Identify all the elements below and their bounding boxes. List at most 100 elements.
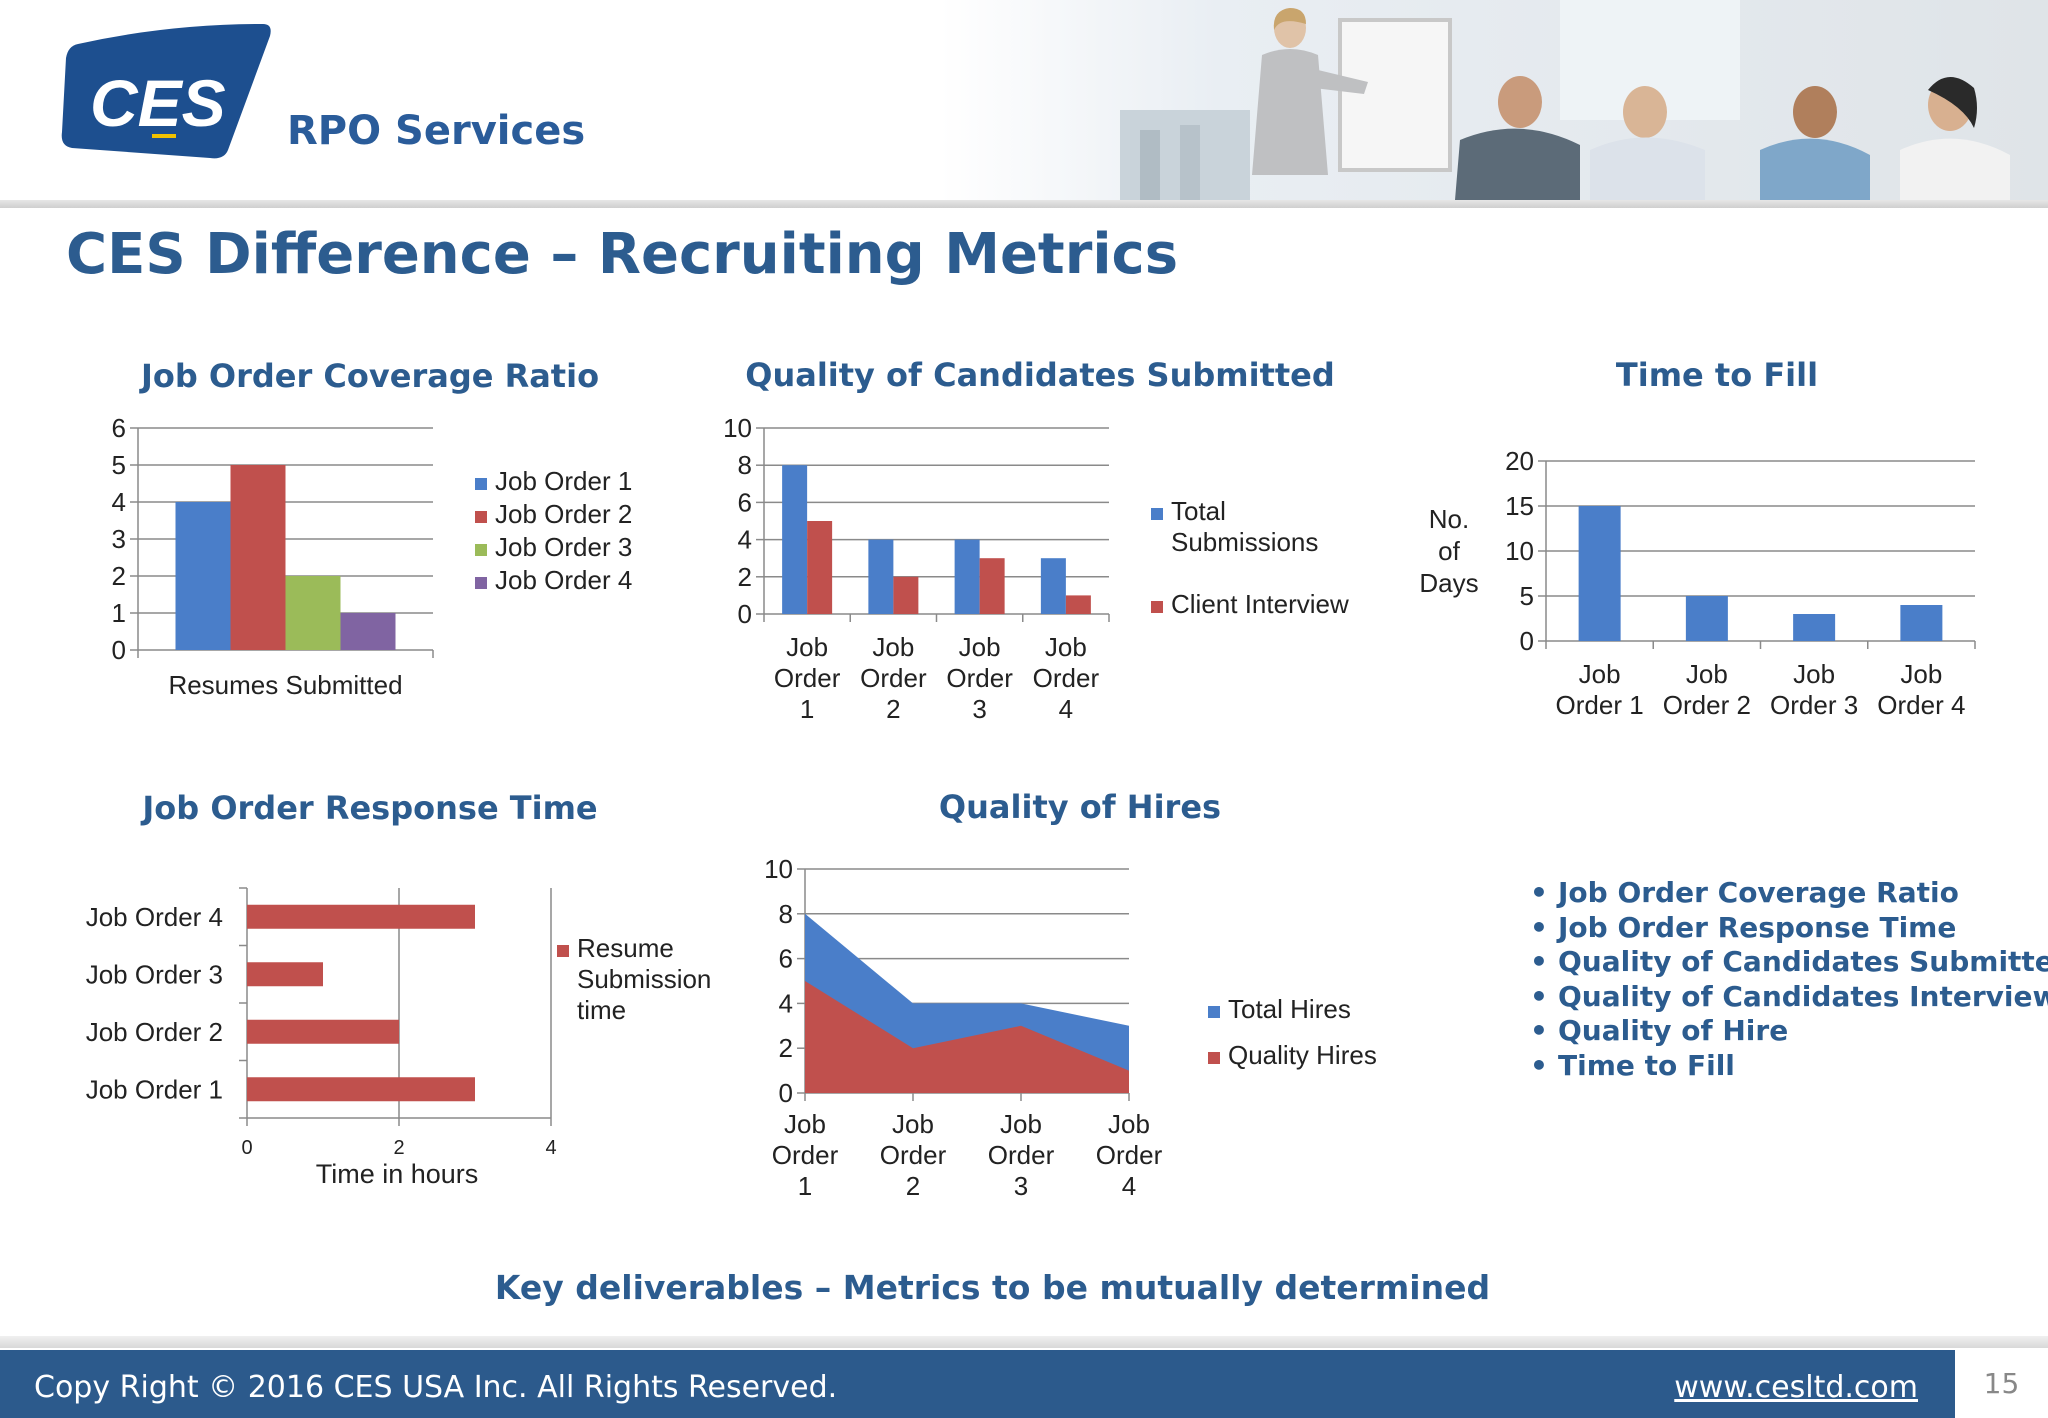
y-tick-label: 4 — [112, 487, 126, 517]
y-axis-label: of — [1438, 536, 1460, 566]
y-tick-label: 4 — [738, 525, 752, 555]
chart-title-quality-hires: Quality of Hires — [938, 788, 1222, 826]
bar — [1685, 596, 1728, 641]
page-number: 15 — [1955, 1350, 2048, 1418]
y-axis-label: Days — [1419, 568, 1478, 598]
bar — [868, 539, 894, 614]
legend-swatch — [1208, 1052, 1220, 1064]
x-tick-label: Job — [1793, 659, 1835, 689]
bullet-item: Time to Fill — [1530, 1049, 2048, 1084]
bar — [247, 962, 323, 987]
y-tick-label: 0 — [779, 1078, 793, 1108]
logo-text: CES — [90, 66, 226, 140]
x-tick-label: Order — [946, 663, 1013, 693]
y-axis-label: No. — [1429, 504, 1469, 534]
x-tick-label: 2 — [393, 1137, 404, 1159]
x-tick-label: 4 — [1059, 694, 1073, 724]
bar — [1065, 595, 1091, 614]
x-tick-label: Job — [872, 632, 914, 662]
y-tick-label: 5 — [1520, 581, 1534, 611]
legend-label: Submissions — [1171, 527, 1318, 557]
website-link[interactable]: www.cesltd.com — [1674, 1370, 1918, 1405]
bar — [782, 465, 808, 614]
y-tick-label: 10 — [723, 413, 752, 443]
bullet-item: Quality of Hire — [1530, 1014, 2048, 1049]
bar — [175, 502, 231, 650]
metrics-bullet-list: Job Order Coverage Ratio Job Order Respo… — [1530, 876, 2048, 1083]
x-tick-label: Job — [892, 1109, 934, 1139]
x-tick-label: Order — [1033, 663, 1100, 693]
chart-title-response-time: Job Order Response Time — [142, 789, 598, 827]
y-tick-label: Job Order 2 — [86, 1017, 223, 1047]
legend-label: Job Order 2 — [495, 499, 632, 529]
bar — [1900, 605, 1943, 641]
x-tick-label: 4 — [1122, 1171, 1136, 1201]
x-tick-label: 2 — [886, 694, 900, 724]
x-tick-label: Order — [1096, 1140, 1163, 1170]
bullet-item: Job Order Response Time — [1530, 911, 2048, 946]
legend-label: Job Order 3 — [495, 532, 632, 562]
bar — [1793, 614, 1836, 641]
legend-swatch — [475, 511, 487, 523]
x-tick-label: Job — [1579, 659, 1621, 689]
y-tick-label: 6 — [738, 487, 752, 517]
y-tick-label: Job Order 3 — [86, 959, 223, 989]
bar — [893, 576, 919, 614]
header-divider — [0, 200, 2048, 208]
legend-label: time — [577, 995, 626, 1025]
y-tick-label: 2 — [738, 562, 752, 592]
bar — [979, 558, 1005, 614]
x-tick-label: Job — [784, 1109, 826, 1139]
x-tick-label: Order 4 — [1877, 690, 1965, 720]
y-tick-label: 3 — [112, 524, 126, 554]
x-tick-label: 3 — [1014, 1171, 1028, 1201]
bullet-item: Job Order Coverage Ratio — [1530, 876, 2048, 911]
x-tick-label: 4 — [545, 1137, 556, 1159]
bar — [247, 904, 475, 929]
x-tick-label: Order 3 — [1770, 690, 1858, 720]
copyright-text: Copy Right © 2016 CES USA Inc. All Right… — [34, 1370, 838, 1405]
x-tick-label: 3 — [972, 694, 986, 724]
x-tick-label: Job — [1900, 659, 1942, 689]
footer-bar — [0, 1350, 1955, 1418]
y-tick-label: 20 — [1505, 446, 1534, 476]
legend-label: Total — [1171, 496, 1226, 526]
x-tick-label: Job — [959, 632, 1001, 662]
legend-label: Total Hires — [1228, 994, 1351, 1024]
bar — [285, 576, 341, 650]
y-tick-label: 10 — [764, 854, 793, 884]
page-title: CES Difference – Recruiting Metrics — [66, 222, 1179, 287]
x-tick-label: Job — [1686, 659, 1728, 689]
bar — [340, 613, 396, 650]
legend-label: Submission — [577, 964, 711, 994]
y-tick-label: Job Order 1 — [86, 1074, 223, 1104]
bullet-item: Quality of Candidates Submitted — [1530, 945, 2048, 980]
x-tick-label: Order — [772, 1140, 839, 1170]
legend-swatch — [475, 478, 487, 490]
header-meeting-photo — [940, 0, 2048, 200]
x-tick-label: Order — [988, 1140, 1055, 1170]
y-tick-label: 5 — [112, 450, 126, 480]
x-tick-label: Job — [786, 632, 828, 662]
legend-swatch — [557, 945, 569, 957]
y-tick-label: 2 — [779, 1033, 793, 1063]
bar — [954, 539, 980, 614]
x-tick-label: 1 — [800, 694, 814, 724]
footer-divider — [0, 1336, 2048, 1348]
bar — [807, 521, 833, 614]
y-tick-label: 0 — [1520, 626, 1534, 656]
bar — [230, 465, 286, 650]
legend-label: Resume — [577, 933, 674, 963]
x-tick-label: Job — [1108, 1109, 1150, 1139]
key-deliverables: Key deliverables – Metrics to be mutuall… — [494, 1268, 1491, 1307]
area-series — [805, 913, 1129, 1093]
legend-swatch — [1151, 601, 1163, 613]
bullet-item: Quality of Candidates Interviewed — [1530, 980, 2048, 1015]
y-tick-label: 15 — [1505, 491, 1534, 521]
bar — [247, 1019, 399, 1044]
legend-swatch — [1208, 1006, 1220, 1018]
